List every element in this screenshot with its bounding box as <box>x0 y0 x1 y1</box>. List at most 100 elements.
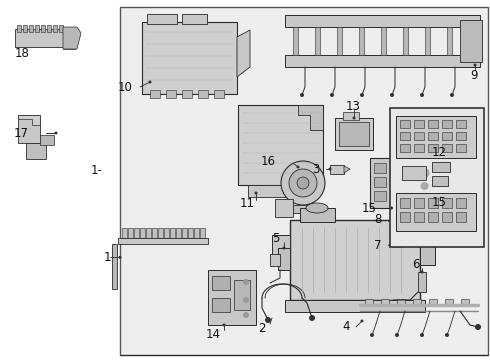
Bar <box>200 228 205 238</box>
Bar <box>212 298 230 312</box>
Text: 14: 14 <box>206 328 221 341</box>
Bar <box>469 27 474 55</box>
Text: 2: 2 <box>258 321 266 334</box>
Bar <box>399 144 410 152</box>
Text: 1-: 1- <box>90 163 102 176</box>
Bar <box>425 225 435 237</box>
Bar <box>198 90 208 98</box>
Polygon shape <box>237 30 250 77</box>
Bar <box>315 27 320 55</box>
Bar <box>399 120 410 128</box>
Bar <box>182 14 207 24</box>
Circle shape <box>473 63 476 67</box>
Bar <box>248 185 308 197</box>
Text: 17: 17 <box>14 126 29 140</box>
Bar <box>170 228 175 238</box>
Bar <box>188 228 193 238</box>
Bar <box>194 228 199 238</box>
Text: 3: 3 <box>312 162 319 176</box>
Bar <box>365 299 373 305</box>
Text: 5: 5 <box>272 231 280 244</box>
Circle shape <box>283 247 286 249</box>
Bar <box>420 240 435 265</box>
Circle shape <box>420 93 424 97</box>
Text: 11: 11 <box>240 197 255 210</box>
Circle shape <box>281 161 325 205</box>
Bar <box>408 191 420 201</box>
Text: 9: 9 <box>470 68 477 81</box>
Bar <box>413 299 421 305</box>
Text: 1: 1 <box>104 251 112 264</box>
Circle shape <box>395 333 399 337</box>
Bar <box>208 270 256 325</box>
Circle shape <box>361 320 364 323</box>
Bar <box>414 132 423 140</box>
Circle shape <box>254 192 258 194</box>
Bar <box>150 90 160 98</box>
Bar <box>441 120 452 128</box>
Bar <box>59 25 63 32</box>
Bar <box>390 108 484 247</box>
Bar <box>401 166 425 180</box>
Text: 8: 8 <box>374 212 381 225</box>
Circle shape <box>309 315 315 321</box>
Polygon shape <box>18 115 40 125</box>
Circle shape <box>289 169 317 197</box>
Circle shape <box>352 117 356 120</box>
Bar <box>428 120 438 128</box>
Bar <box>330 165 344 174</box>
Bar <box>166 90 176 98</box>
Text: 10: 10 <box>118 81 133 94</box>
Bar <box>403 27 408 55</box>
Bar <box>445 299 453 305</box>
Bar <box>428 132 438 140</box>
Bar <box>399 212 410 222</box>
Bar <box>158 228 163 238</box>
Bar <box>335 118 373 150</box>
Circle shape <box>222 324 225 327</box>
Bar <box>461 299 469 305</box>
Bar <box>432 162 449 172</box>
Bar <box>456 120 466 128</box>
Circle shape <box>243 312 249 318</box>
Bar <box>399 198 410 208</box>
Bar <box>234 280 250 310</box>
Circle shape <box>328 167 332 171</box>
Bar <box>339 122 369 146</box>
Bar <box>120 7 488 355</box>
Bar <box>164 228 169 238</box>
Circle shape <box>243 279 249 285</box>
Bar <box>272 235 290 265</box>
Bar <box>29 25 33 32</box>
Polygon shape <box>63 27 81 49</box>
Bar <box>15 29 70 47</box>
Bar <box>285 300 425 312</box>
Bar <box>17 25 21 32</box>
Bar <box>182 90 192 98</box>
Text: 13: 13 <box>345 99 361 113</box>
Circle shape <box>389 243 392 247</box>
Bar <box>441 144 452 152</box>
Bar <box>456 198 466 208</box>
Bar <box>441 198 452 208</box>
Bar <box>128 228 133 238</box>
Circle shape <box>419 168 430 178</box>
Bar <box>278 248 290 270</box>
Ellipse shape <box>306 203 328 213</box>
Circle shape <box>437 207 440 210</box>
Bar <box>146 228 151 238</box>
Bar <box>290 220 420 300</box>
Bar <box>238 105 323 185</box>
Circle shape <box>265 317 271 323</box>
Bar <box>408 177 420 187</box>
Circle shape <box>420 182 429 190</box>
Text: 15: 15 <box>362 202 376 215</box>
Bar <box>425 27 430 55</box>
Text: 16: 16 <box>261 154 276 167</box>
Text: 7: 7 <box>374 239 382 252</box>
Bar <box>414 198 423 208</box>
Polygon shape <box>344 166 350 173</box>
Bar <box>214 90 224 98</box>
Bar <box>447 27 452 55</box>
Bar <box>441 132 452 140</box>
